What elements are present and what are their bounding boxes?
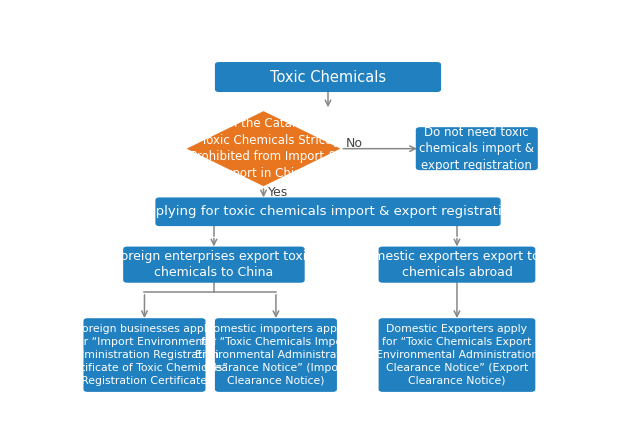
FancyBboxPatch shape <box>379 247 535 283</box>
FancyBboxPatch shape <box>123 247 305 283</box>
Text: Applying for toxic chemicals import & export registration: Applying for toxic chemicals import & ex… <box>138 205 518 218</box>
FancyBboxPatch shape <box>156 198 500 226</box>
FancyBboxPatch shape <box>379 318 535 392</box>
Text: Yes: Yes <box>268 186 288 199</box>
FancyBboxPatch shape <box>215 62 441 92</box>
FancyBboxPatch shape <box>416 127 538 170</box>
Text: Foreign enterprises export toxic
chemicals to China: Foreign enterprises export toxic chemica… <box>115 250 314 280</box>
Text: No: No <box>346 137 362 150</box>
Text: Do not need toxic
chemicals import &
export registration: Do not need toxic chemicals import & exp… <box>419 126 534 172</box>
FancyBboxPatch shape <box>215 318 337 392</box>
Text: Toxic Chemicals: Toxic Chemicals <box>270 70 386 85</box>
Text: Foreign businesses apply
for “Import Environmental
Administration Registration
C: Foreign businesses apply for “Import Env… <box>61 324 227 386</box>
Polygon shape <box>187 111 340 186</box>
Text: Domestic exporters export toxic
chemicals abroad: Domestic exporters export toxic chemical… <box>356 250 557 280</box>
Text: Domestic importers apply
for “Toxic Chemicals Import
Environmental Administratio: Domestic importers apply for “Toxic Chem… <box>195 324 357 386</box>
FancyBboxPatch shape <box>83 318 205 392</box>
Text: List in the Catalogue
of Toxic Chemicals Strictly
Prohibited from Import &
Expor: List in the Catalogue of Toxic Chemicals… <box>186 117 340 180</box>
Text: Domestic Exporters apply
for “Toxic Chemicals Export
Environmental Administratio: Domestic Exporters apply for “Toxic Chem… <box>376 324 538 386</box>
